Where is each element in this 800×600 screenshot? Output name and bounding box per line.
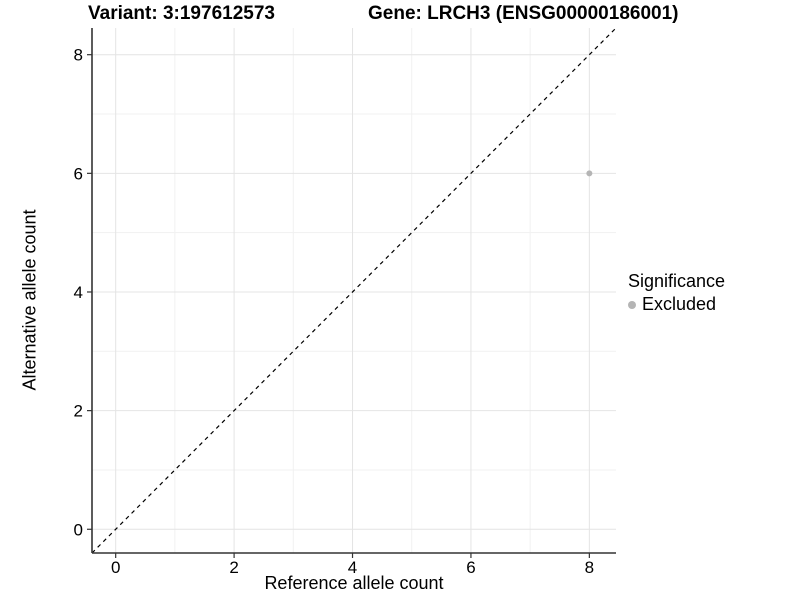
x-axis-title: Reference allele count <box>264 573 444 593</box>
legend-item-excluded: Excluded <box>628 294 725 315</box>
y-tick-label: 6 <box>74 164 83 183</box>
y-tick-label: 2 <box>74 402 83 421</box>
y-axis-title: Alternative allele count <box>19 209 40 391</box>
x-tick-label: 0 <box>111 558 120 577</box>
y-tick-label: 4 <box>74 283 83 302</box>
x-tick-label: 2 <box>229 558 238 577</box>
legend: Significance Excluded <box>628 271 725 315</box>
legend-title: Significance <box>628 271 726 291</box>
plot-title-variant: Variant: 3:197612573 <box>88 3 275 24</box>
x-tick-label: 8 <box>585 558 594 577</box>
data-point <box>586 170 593 177</box>
plot-title-gene: Gene: LRCH3 (ENSG00000186001) <box>368 3 679 24</box>
legend-point-swatch-icon <box>628 300 636 309</box>
y-tick-label: 0 <box>74 520 83 539</box>
x-tick-label: 4 <box>348 558 357 577</box>
legend-item-label: Excluded <box>642 294 717 314</box>
x-tick-label: 6 <box>466 558 475 577</box>
y-tick-label: 8 <box>74 46 83 65</box>
identity-reference-line <box>91 27 617 554</box>
